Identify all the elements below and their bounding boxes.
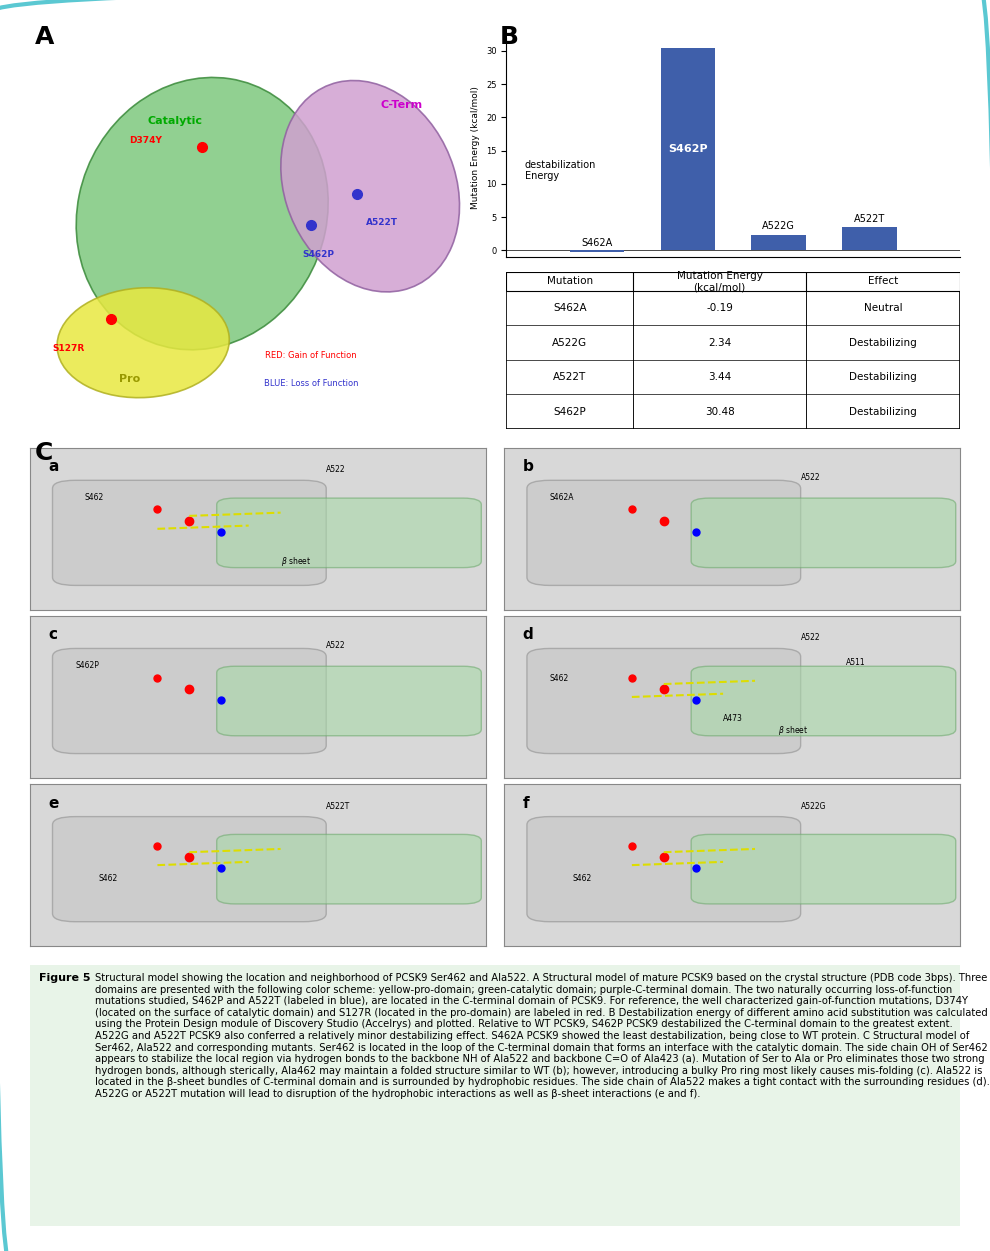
FancyBboxPatch shape (691, 498, 955, 568)
Text: S462P: S462P (302, 250, 334, 259)
Text: S462P: S462P (668, 144, 708, 154)
Text: S462A: S462A (549, 493, 574, 502)
Text: A: A (35, 25, 54, 49)
Text: 30.48: 30.48 (705, 407, 735, 417)
Text: A522T: A522T (365, 219, 398, 228)
Ellipse shape (57, 288, 230, 398)
Text: A522: A522 (801, 633, 821, 642)
FancyBboxPatch shape (52, 817, 327, 922)
Text: Destabilizing: Destabilizing (849, 372, 917, 382)
Text: Neutral: Neutral (864, 303, 903, 313)
FancyBboxPatch shape (527, 648, 801, 753)
Text: A522T: A522T (327, 802, 350, 811)
Text: c: c (48, 628, 57, 643)
Bar (660, 48, 715, 250)
FancyBboxPatch shape (691, 667, 955, 736)
Text: b: b (523, 459, 534, 474)
Text: A473: A473 (723, 714, 742, 723)
Text: $\beta$ sheet: $\beta$ sheet (280, 555, 311, 568)
FancyBboxPatch shape (217, 834, 481, 904)
Text: S462: S462 (84, 493, 104, 502)
Text: Destabilizing: Destabilizing (849, 338, 917, 348)
Text: S462: S462 (549, 674, 569, 683)
Text: Pro: Pro (119, 374, 141, 384)
Bar (570, 250, 625, 251)
Text: BLUE: Loss of Function: BLUE: Loss of Function (264, 379, 358, 388)
Text: Mutation: Mutation (546, 276, 593, 286)
FancyBboxPatch shape (217, 498, 481, 568)
Text: S462P: S462P (553, 407, 586, 417)
Text: A522: A522 (327, 642, 346, 651)
Text: B: B (500, 25, 519, 49)
Text: Effect: Effect (868, 276, 898, 286)
Text: A511: A511 (846, 658, 866, 667)
FancyBboxPatch shape (52, 648, 327, 753)
Text: S462A: S462A (581, 238, 613, 248)
Ellipse shape (76, 78, 329, 350)
Text: 3.44: 3.44 (708, 372, 732, 382)
Text: Destabilizing: Destabilizing (849, 407, 917, 417)
Bar (751, 235, 806, 250)
Text: S462: S462 (98, 874, 118, 883)
Text: S127R: S127R (52, 344, 85, 353)
Text: a: a (48, 459, 58, 474)
Text: A522: A522 (327, 465, 346, 474)
Text: Mutation Energy
(kcal/mol): Mutation Energy (kcal/mol) (677, 270, 762, 293)
FancyBboxPatch shape (217, 667, 481, 736)
Text: A522G: A522G (762, 221, 795, 231)
Bar (506, 271, 960, 290)
Text: S462: S462 (572, 874, 592, 883)
FancyBboxPatch shape (52, 480, 327, 585)
Bar (842, 228, 897, 250)
Text: Figure 5: Figure 5 (39, 973, 98, 983)
Text: Structural model showing the location and neighborhood of PCSK9 Ser462 and Ala52: Structural model showing the location an… (95, 973, 990, 1098)
Text: C-Term: C-Term (381, 100, 423, 110)
Text: S462A: S462A (553, 303, 587, 313)
Text: -0.19: -0.19 (706, 303, 734, 313)
Text: A522G: A522G (552, 338, 587, 348)
Text: 2.34: 2.34 (708, 338, 732, 348)
Text: A522T: A522T (553, 372, 586, 382)
Text: e: e (48, 796, 58, 811)
Text: A522: A522 (801, 473, 821, 483)
Y-axis label: Mutation Energy (kcal/mol): Mutation Energy (kcal/mol) (471, 86, 480, 209)
Text: RED: Gain of Function: RED: Gain of Function (265, 352, 357, 360)
Text: d: d (523, 628, 534, 643)
Text: $\beta$ sheet: $\beta$ sheet (778, 723, 808, 737)
Ellipse shape (281, 80, 459, 291)
Text: f: f (523, 796, 529, 811)
Text: D374Y: D374Y (130, 136, 162, 145)
Text: A522T: A522T (854, 214, 885, 224)
FancyBboxPatch shape (30, 965, 960, 1226)
Text: A522G: A522G (801, 802, 826, 811)
Text: destabilization
Energy: destabilization Energy (525, 160, 596, 181)
Text: S462P: S462P (75, 661, 99, 669)
Text: C: C (35, 442, 53, 465)
FancyBboxPatch shape (691, 834, 955, 904)
FancyBboxPatch shape (527, 480, 801, 585)
Text: Catalytic: Catalytic (148, 115, 203, 125)
FancyBboxPatch shape (527, 817, 801, 922)
